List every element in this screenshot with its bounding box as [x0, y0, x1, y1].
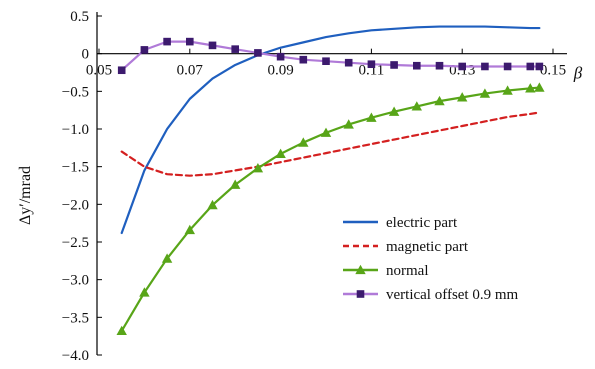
legend-item: magnetic part: [343, 239, 469, 255]
y-tick-label: −1.5: [62, 160, 89, 176]
data-point: [230, 179, 241, 189]
data-point: [116, 325, 127, 336]
data-point: [184, 224, 195, 235]
data-point: [322, 57, 330, 65]
data-point: [276, 52, 285, 61]
data-point: [231, 45, 239, 53]
data-point: [481, 62, 489, 71]
series-3: [117, 37, 544, 75]
data-point: [320, 127, 332, 137]
y-tick-label: −2.5: [62, 235, 89, 251]
data-point: [140, 46, 149, 54]
data-point: [207, 199, 218, 210]
data-point: [458, 62, 466, 71]
data-point: [457, 92, 468, 102]
data-point: [367, 60, 376, 69]
series-1: [120, 111, 541, 177]
x-tick-label: 0.07: [177, 63, 204, 79]
x-tick-label: 0.09: [267, 63, 293, 79]
plot-series: [116, 25, 545, 336]
data-point: [503, 62, 512, 71]
data-point: [254, 49, 262, 57]
data-point: [117, 66, 126, 75]
data-point: [161, 253, 173, 263]
y-axis-label: Δy′/mrad: [17, 166, 34, 225]
x-tick-label: 0.11: [359, 63, 385, 79]
data-point: [163, 37, 171, 46]
y-tick-label: 0: [82, 47, 90, 63]
legend-marker: [355, 264, 366, 275]
x-axis-label: β: [573, 64, 583, 83]
y-tick-label: −3.5: [62, 310, 89, 326]
x-tick-label: 0.05: [86, 63, 112, 79]
series-line: [120, 111, 541, 177]
legend-label: electric part: [386, 215, 458, 231]
data-point: [252, 162, 264, 173]
y-tick-label: −2.0: [62, 197, 89, 213]
data-point: [298, 137, 309, 147]
data-point: [534, 82, 545, 92]
legend-label: magnetic part: [386, 239, 469, 255]
data-point: [344, 58, 353, 67]
data-point: [343, 119, 354, 129]
legend-item: vertical offset 0.9 mm: [343, 287, 519, 303]
x-tick-label: 0.15: [540, 63, 566, 79]
legend-label: normal: [386, 263, 429, 279]
data-point: [413, 61, 421, 70]
data-point: [525, 83, 536, 93]
y-tick-label: −1.0: [62, 122, 89, 138]
series-2: [116, 82, 545, 336]
y-tick-label: −0.5: [62, 84, 89, 100]
series-0: [120, 25, 541, 235]
data-point: [366, 112, 377, 122]
data-point: [299, 55, 308, 64]
legend-item: normal: [343, 263, 429, 279]
data-point: [186, 37, 194, 46]
legend-label: vertical offset 0.9 mm: [386, 287, 519, 303]
data-point: [388, 106, 400, 116]
data-point: [479, 88, 491, 98]
series-line: [120, 25, 541, 235]
data-point: [139, 287, 150, 297]
y-tick-label: −4.0: [62, 348, 89, 364]
data-point: [526, 62, 535, 71]
data-point: [435, 61, 444, 70]
data-point: [390, 61, 398, 69]
data-point: [535, 62, 544, 71]
legend-marker: [356, 290, 365, 298]
axes: 0.5 0 −0.5 −1.0 −1.5 −2.0 −2.5 −3.0 −3.5 −4.0 0.05…: [17, 9, 583, 364]
data-point: [411, 101, 422, 111]
y-tick-label: −3.0: [62, 273, 89, 289]
data-point: [434, 95, 445, 106]
series-line: [120, 86, 541, 332]
data-point: [208, 41, 217, 50]
data-point: [502, 85, 513, 95]
legend-item: electric part: [343, 215, 458, 231]
data-point: [275, 148, 286, 159]
y-tick-label: 0.5: [70, 9, 89, 25]
legend: electric part magnetic part normal vertical…: [343, 215, 519, 303]
